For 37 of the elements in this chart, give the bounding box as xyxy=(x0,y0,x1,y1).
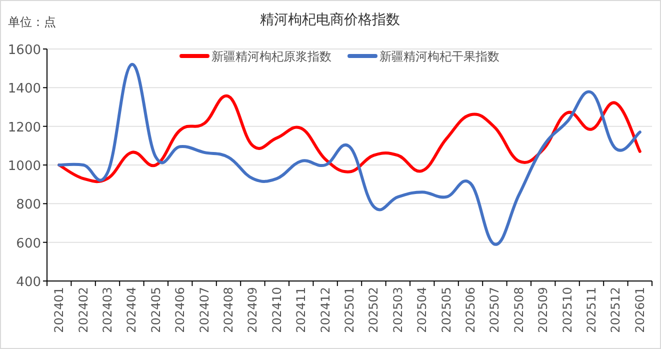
y-tick-label: 400 xyxy=(16,275,41,290)
x-tick-label: 202408 xyxy=(222,287,236,333)
x-tick-label: 202505 xyxy=(439,287,454,333)
x-tick-label: 202501 xyxy=(342,287,356,333)
chart-title: 精河枸杞电商价格指数 xyxy=(260,12,400,28)
x-tick-label: 202412 xyxy=(318,287,332,333)
line-series xyxy=(58,62,642,246)
x-tick-label: 202406 xyxy=(173,287,188,333)
x-tick-label: 202403 xyxy=(100,287,114,333)
y-tick-label: 800 xyxy=(16,198,41,213)
text: 单位：点 xyxy=(8,15,56,29)
x-tick-label: 202504 xyxy=(415,287,430,333)
x-tick-label: 202407 xyxy=(197,287,212,333)
x-tick-label: 202404 xyxy=(124,287,139,333)
y-tick-label: 1200 xyxy=(8,120,41,136)
y-tick-label: 1000 xyxy=(8,159,41,174)
legend-label: 新疆精河枸杞干果指数 xyxy=(380,50,500,64)
x-tick-label: 202508 xyxy=(512,287,526,333)
x-tick-label: 202409 xyxy=(246,287,260,333)
x-tick-label: 202509 xyxy=(536,287,550,333)
x-tick-label: 202507 xyxy=(488,287,502,333)
x-tick-label: 202511 xyxy=(584,287,598,333)
x-tick-label: 202411 xyxy=(294,287,308,333)
x-tick-label: 202402 xyxy=(76,287,90,333)
x-tick-label: 202502 xyxy=(366,287,381,333)
x-tick-label: 202506 xyxy=(464,287,478,333)
y-tick-label: 1600 xyxy=(8,43,41,58)
y-tick-label: 1400 xyxy=(8,82,41,97)
x-tick-label: 202503 xyxy=(390,287,405,333)
legend-label: 新疆精河枸杞原浆指数 xyxy=(212,50,332,64)
x-tick-label: 202410 xyxy=(270,287,284,333)
x-tick-label: 202401 xyxy=(52,287,66,333)
x-tick-label: 202601 xyxy=(632,287,647,333)
y-tick-label: 600 xyxy=(16,236,41,252)
x-tick-label: 202512 xyxy=(608,287,623,333)
x-tick-label: 202510 xyxy=(560,287,574,333)
x-tick-label: 202405 xyxy=(148,287,163,333)
